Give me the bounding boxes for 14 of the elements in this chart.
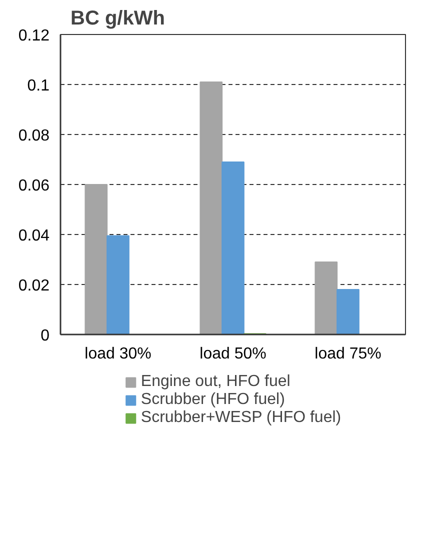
chart-title: BC g/kWh [70, 8, 165, 30]
x-tick-label: load 75% [314, 346, 382, 362]
x-tick-label: load 50% [200, 346, 266, 362]
y-tick-label: 0 [40, 328, 50, 344]
y-tick-label: 0.1 [27, 78, 50, 94]
legend-label: Scrubber+WESP (HFO fuel) [140, 409, 342, 427]
legend-label: Scrubber (HFO fuel) [140, 391, 285, 409]
y-tick-label: 0.06 [18, 178, 50, 194]
y-tick-label: 0.02 [18, 278, 50, 294]
y-tick-label: 0.12 [18, 28, 50, 44]
y-tick-label: 0.04 [18, 228, 50, 244]
legend-label: Engine out, HFO fuel [140, 373, 290, 391]
y-tick-label: 0.08 [18, 128, 50, 144]
x-tick-label: load 30% [84, 346, 152, 362]
